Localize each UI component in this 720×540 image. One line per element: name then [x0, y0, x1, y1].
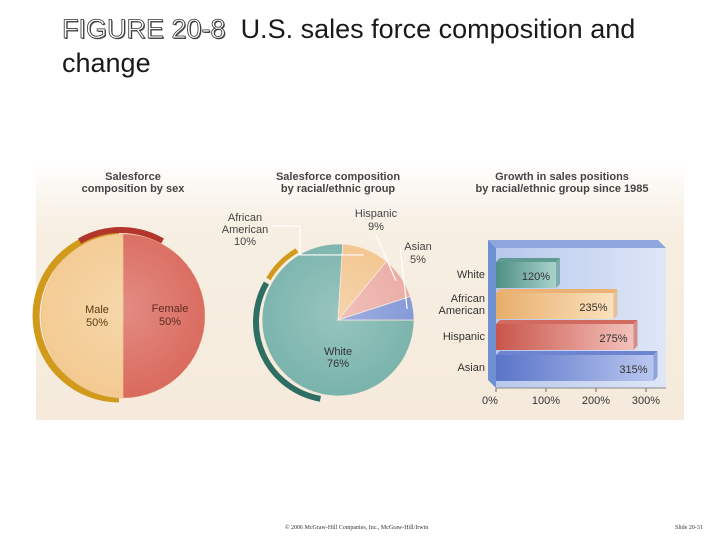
white-label: White 76%: [324, 346, 352, 370]
hispanic-leader: [375, 234, 397, 281]
african-american-bar-top: [496, 289, 618, 293]
sex-pie-shine: [41, 234, 205, 398]
asian-bar-top: [496, 351, 658, 355]
growth-panel-top: [488, 240, 666, 248]
race-pie-shine: [262, 244, 414, 396]
african-american-leader: [272, 225, 364, 256]
x-tick-label: 200%: [582, 395, 610, 407]
figure-label: FIGURE 20-8: [62, 14, 226, 45]
hispanic-bar: [496, 324, 634, 350]
asian-bar: [496, 355, 654, 381]
white-bar-end: [556, 258, 560, 288]
hispanic-label: Hispanic 9%: [355, 208, 398, 233]
footer-copyright: © 2006 McGraw-Hill Companies, Inc., McGr…: [285, 525, 429, 531]
hispanic-bar-value-label: 275%: [599, 333, 627, 345]
hispanic-bar-top: [496, 320, 638, 324]
asian-bar-category-label: Asian: [457, 362, 485, 374]
asian-bar-end: [653, 351, 658, 381]
african-american-bar: [496, 293, 614, 319]
sex-pie-chart: Salesforce composition by sex Female 50% Mal…: [32, 171, 206, 403]
asian-bar-value-label: 315%: [619, 364, 647, 376]
growth-chart-title: Growth in sales positions by racial/ethni…: [475, 171, 648, 195]
female-rim: [78, 227, 164, 244]
race-pie-chart: Salesforce composition by racial/ethnic g…: [222, 171, 432, 402]
african-american-bar-end: [613, 289, 618, 319]
hispanic-bar-end: [633, 320, 638, 350]
male-label: Male 50%: [85, 304, 109, 329]
growth-bar-chart: Growth in sales positions by racial/ethni…: [439, 171, 666, 407]
growth-panel-side: [488, 240, 496, 388]
asian-leader: [399, 246, 408, 310]
white-bar-category-label: White: [457, 269, 485, 281]
footer-slide-number: Slide 20-31: [675, 525, 703, 531]
slide-title: FIGURE 20-8 U.S. sales force composition…: [62, 12, 702, 80]
white-bar-value-label: 120%: [522, 271, 550, 283]
hispanic-bar-category-label: Hispanic: [443, 331, 486, 343]
sex-chart-title: Salesforce composition by sex: [82, 171, 186, 195]
african-american-label: African American 10%: [222, 212, 268, 248]
african-american-bar-category-label: African American: [439, 293, 485, 317]
african-american-rim: [266, 248, 299, 281]
white-bar: [496, 262, 556, 288]
x-tick-label: 300%: [632, 395, 660, 407]
title-text: U.S. sales force composition and change: [62, 14, 636, 78]
white-rim: [253, 281, 321, 402]
african-american-bar-value-label: 235%: [579, 302, 607, 314]
asian-label: Asian 5%: [404, 241, 432, 266]
x-tick-label: 0%: [482, 395, 498, 407]
white-bar-top: [496, 258, 560, 262]
female-label: Female 50%: [152, 303, 189, 328]
x-tick-label: 100%: [532, 395, 560, 407]
race-chart-title: Salesforce composition by racial/ethnic g…: [276, 171, 400, 195]
